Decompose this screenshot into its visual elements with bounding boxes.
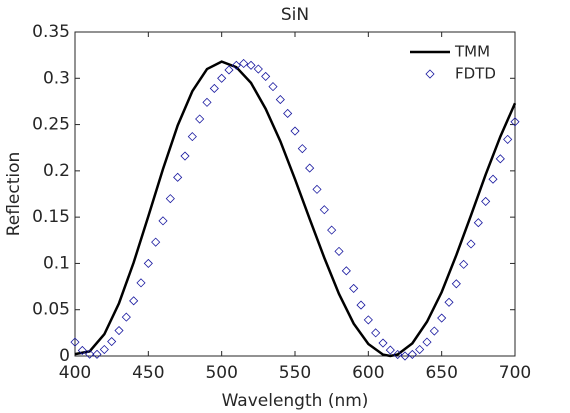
y-tick-label: 0.15 [32, 207, 70, 227]
marker [503, 134, 513, 144]
marker [129, 296, 139, 306]
marker [305, 163, 315, 173]
marker [261, 71, 271, 81]
marker [349, 283, 359, 293]
marker [341, 266, 351, 276]
marker [275, 95, 285, 105]
marker [217, 73, 227, 83]
marker [136, 278, 146, 288]
marker [246, 60, 256, 70]
plot-frame [74, 31, 516, 357]
marker [99, 344, 109, 355]
marker [253, 64, 263, 74]
legend-label: TMM [454, 43, 490, 61]
marker [224, 65, 234, 75]
chart-title: SiN [281, 5, 309, 25]
marker [297, 144, 307, 154]
marker [268, 82, 278, 92]
marker [473, 218, 483, 228]
y-tick-label: 0.35 [32, 22, 70, 42]
marker [180, 151, 190, 161]
marker [437, 313, 447, 323]
marker [151, 237, 161, 247]
marker [312, 184, 322, 194]
marker [107, 336, 117, 347]
marker [415, 344, 425, 355]
marker [121, 312, 131, 322]
marker [363, 315, 373, 325]
marker [466, 239, 476, 249]
x-tick-label: 700 [499, 363, 531, 383]
marker [283, 108, 293, 119]
marker [444, 297, 454, 307]
y-tick-label: 0.05 [32, 300, 70, 320]
marker [290, 126, 300, 136]
marker [143, 258, 153, 268]
marker [451, 279, 461, 289]
y-tick-label: 0.1 [43, 253, 70, 273]
y-axis-label: Reflection [4, 152, 24, 237]
marker [481, 196, 491, 206]
marker [195, 114, 205, 124]
marker [327, 225, 337, 235]
x-tick-label: 650 [425, 363, 457, 383]
marker [231, 60, 241, 70]
marker [202, 97, 212, 107]
marker [70, 337, 80, 347]
legend-marker [425, 69, 435, 79]
marker [371, 328, 381, 338]
y-tick-label: 0.2 [43, 161, 70, 181]
marker [158, 216, 168, 226]
marker [77, 345, 87, 356]
x-tick-label: 400 [59, 363, 91, 383]
marker [429, 326, 439, 336]
marker [239, 58, 249, 69]
marker [334, 246, 344, 256]
y-tick-label: 0.3 [43, 68, 70, 88]
marker [187, 132, 197, 142]
x-tick-label: 550 [279, 363, 311, 383]
legend-label: FDTD [455, 65, 496, 83]
marker [393, 349, 403, 360]
x-tick-label: 450 [132, 363, 164, 383]
marker [510, 117, 520, 127]
marker [92, 349, 102, 359]
marker [459, 259, 469, 269]
line [74, 60, 517, 358]
x-tick-label: 500 [205, 363, 237, 383]
marker [422, 337, 432, 347]
y-tick-label: 0.25 [32, 115, 70, 135]
x-axis-label: Wavelength (nm) [222, 391, 369, 411]
marker [319, 205, 329, 215]
marker [495, 154, 505, 164]
y-tick-label: 0 [59, 346, 70, 366]
marker [407, 349, 417, 359]
x-tick-label: 600 [352, 363, 384, 383]
marker [85, 349, 95, 359]
marker [173, 172, 183, 182]
marker [400, 351, 410, 361]
marker [356, 300, 366, 310]
marker [114, 325, 124, 336]
marker [165, 194, 175, 204]
marker [385, 345, 395, 355]
marker [209, 83, 219, 94]
marker [378, 338, 388, 348]
marker [488, 174, 498, 184]
